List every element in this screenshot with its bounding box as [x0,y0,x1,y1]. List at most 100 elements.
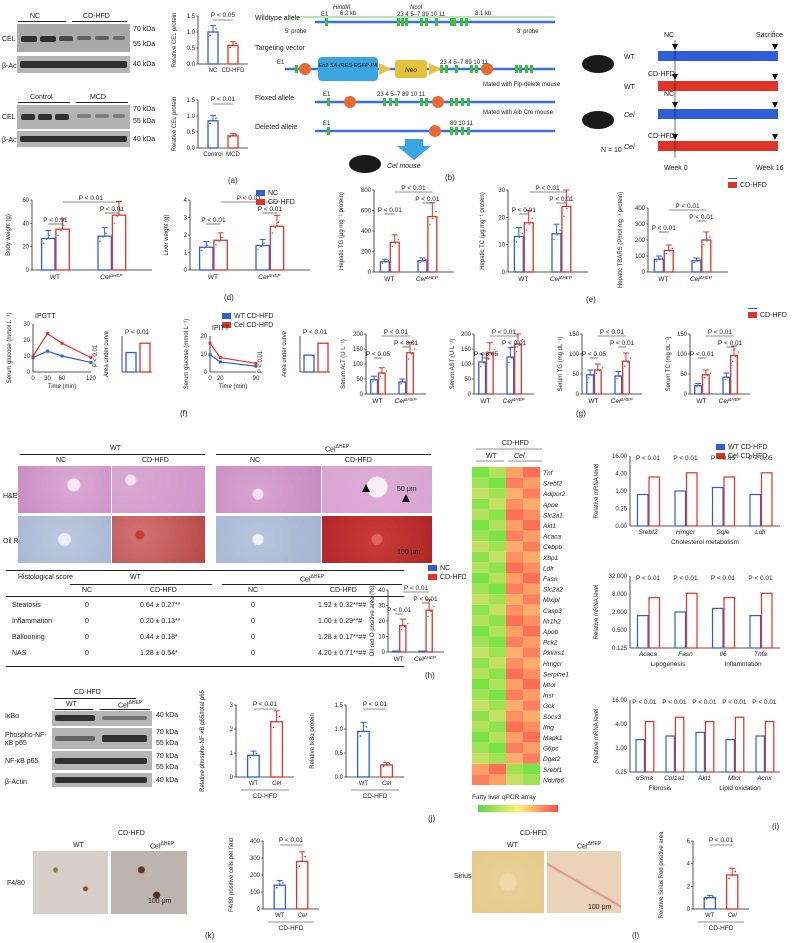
heatmap-cell [506,700,523,711]
y-tick-label: 0 [27,370,31,376]
data-point [365,726,368,728]
heatmap-cell [489,509,506,520]
p-value: P < 0.05 [711,455,736,462]
heatmap-cell [489,467,506,478]
oro-image-cel-nc [216,516,321,563]
data-point [706,898,708,900]
x-tick-label: WT [480,398,490,405]
gene-label: Srebf1 [543,767,563,774]
y-tick-label: 20 [22,245,29,251]
panel-letter: (l) [632,931,640,940]
exon-label: E1 [321,12,329,18]
western-blot-actin-3 [52,773,152,787]
p-value: P < 0.01 [709,837,734,844]
col-label: CelΔHEP [118,700,143,710]
bar [701,374,710,395]
allele-label: Wildtype allele [255,15,300,22]
exon [450,18,453,26]
legend-label: Cel CD-HFD [234,322,273,329]
heatmap-cell [506,615,523,626]
western-blot-cel [17,24,130,52]
heatmap-cell [506,467,523,478]
x-tick-label: 30 [44,376,51,382]
western-blot-actin [17,56,130,73]
bar [593,369,602,395]
data-point [255,752,258,755]
x-tick-label: WT [372,398,382,405]
x-tick-label: WT [359,781,369,787]
table-header: NC [248,587,259,594]
kda-label: 40 kDa [133,61,156,68]
exon [389,98,392,106]
col-label: NC [56,457,67,464]
exon [460,18,463,26]
y-tick-label: 20 [23,338,30,344]
data-point [42,242,45,244]
data-point [200,249,203,252]
p-value: P < 0.01 [708,329,733,336]
heatmap-cell [523,742,540,754]
data-point [709,896,711,899]
panel-letter: (e) [586,295,596,304]
heatmap-cell [472,700,489,711]
y-tick-label: 40 [22,221,29,227]
p-value: P < 0.01 [237,195,262,202]
y-tick-label: 1.5 [187,98,196,104]
gene-label: Cebpb [543,544,563,551]
row-label: CEL [2,114,16,121]
y-tick-label: 100 [461,362,472,368]
data-point [89,356,93,360]
y-axis-label: Relative mRNA level [594,464,600,519]
x-tick-label: CD-HFD [222,68,246,74]
y-tick-label: 0 [468,392,472,398]
data-point [422,260,424,262]
heatmap-cell [489,721,506,732]
exon [461,98,464,106]
bar [711,607,724,649]
gene-label: Pck2 [543,640,558,647]
data-point [276,886,278,889]
y-tick-label: 0 [184,268,188,274]
chart-a1: 0.0 0.5 1.0 1.5 NC CD-HFD P < 0.05 Relative CEL… [172,12,248,74]
heatmap-cell [472,679,489,690]
y-tick-label: 0.125 [612,646,628,652]
col-label: CelΔHEP [150,841,175,851]
y-tick-label: 0.25 [615,507,627,513]
heatmap-cell [523,615,540,626]
bar [749,615,762,649]
data-point [404,625,406,628]
data-point [215,244,217,246]
heatmap-cell [472,657,489,669]
data-point [407,358,410,360]
data-point [731,360,734,363]
table-header: CD-HFD [330,587,357,594]
x-tick-label: WT [275,913,285,919]
data-point [420,650,422,653]
heatmap-cell [506,774,523,785]
gene-label: Slc2a1 [543,512,563,519]
scale-bar-label: 50 μm [397,486,417,493]
bar [551,233,562,273]
y-tick-label: 200 [361,250,372,256]
p-value: P < 0.01 [401,185,426,192]
bar [586,374,595,395]
heatmap-cell [472,721,489,732]
exon [450,127,453,135]
data-point [384,261,387,263]
gene-label: Srebf2 [543,481,563,488]
bar [622,360,630,395]
bar [513,235,524,273]
legend-swatch [222,313,231,319]
data-point [249,756,252,759]
bar [730,354,738,395]
gene-label: Acaca [542,534,561,541]
p-value: P < 0.01 [610,340,635,347]
y-tick-label: 150 [569,332,580,338]
data-point [724,379,726,381]
heatmap-cell [489,520,506,531]
timeline-bar [658,109,778,119]
gene-label: Serpine1 [543,671,569,678]
he-image-wt-nc [18,466,111,513]
heatmap-cell [489,604,506,616]
